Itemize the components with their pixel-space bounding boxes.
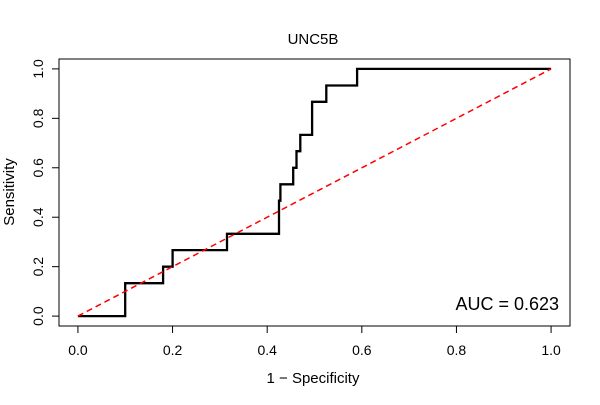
y-tick-label: 0.0 — [30, 306, 46, 326]
x-tick-label: 0.0 — [68, 342, 88, 358]
x-tick-label: 0.8 — [447, 342, 467, 358]
roc-curve-line — [77, 67, 552, 318]
plot-frame — [58, 58, 571, 327]
x-axis: 0.0 0.2 0.4 0.6 0.8 1.0 — [68, 326, 561, 358]
series-layer — [77, 67, 552, 318]
y-tick-label: 0.2 — [30, 257, 46, 277]
x-tick-label: 1.0 — [541, 342, 561, 358]
chart-title: UNC5B — [288, 31, 339, 48]
reference-diagonal-line — [77, 68, 552, 317]
y-axis-label: Sensitivity — [1, 158, 18, 226]
y-tick-label: 0.6 — [30, 158, 46, 178]
y-tick-label: 0.4 — [30, 207, 46, 227]
y-tick-label: 0.8 — [30, 108, 46, 128]
x-tick-label: 0.4 — [257, 342, 277, 358]
y-axis: 0.0 0.2 0.4 0.6 0.8 1.0 — [30, 59, 59, 326]
x-tick-label: 0.6 — [352, 342, 372, 358]
x-axis-label: 1 − Specificity — [267, 370, 360, 387]
auc-annotation: AUC = 0.623 — [455, 294, 559, 314]
x-tick-label: 0.2 — [163, 342, 183, 358]
y-tick-label: 1.0 — [30, 59, 46, 79]
